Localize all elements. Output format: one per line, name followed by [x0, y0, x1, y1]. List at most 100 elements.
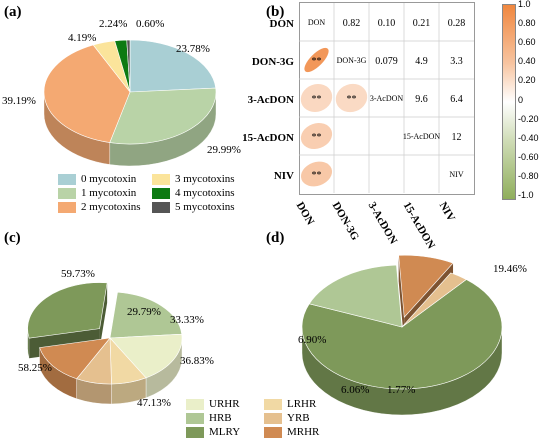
pie-chart-region-c	[27, 282, 183, 405]
legend-item: 1 mycotoxin	[58, 187, 152, 199]
pie-chart-mycotoxin-count	[43, 39, 217, 167]
pie-slice-0-mycotoxin	[129, 39, 217, 93]
legend-swatch	[58, 187, 76, 199]
row-label-niv: NIV	[273, 170, 294, 182]
legend-item: LRHR	[264, 398, 342, 410]
pie-slice-5-mycotoxins	[126, 39, 131, 93]
colorbar-tick-label: 0.60	[518, 37, 536, 48]
pct-label-0-mycotoxin: 23.78%	[176, 43, 210, 55]
legend-item: 4 mycotoxins	[152, 187, 246, 199]
legend-swatch	[58, 173, 76, 185]
legend-item: 3 mycotoxins	[152, 173, 246, 185]
pct-label-d-mrhr: 6.06%	[341, 384, 370, 396]
legend-swatch	[186, 426, 204, 438]
pie-slice-2-mycotoxins	[43, 44, 131, 143]
legend-swatch	[152, 201, 170, 213]
pct-label-hrb: 58.25%	[18, 362, 52, 374]
legend-row: URHR LRHR	[186, 397, 342, 411]
colorbar-tick-label: -0.80	[518, 170, 539, 181]
legend-swatch	[58, 201, 76, 213]
legend-label: YRB	[287, 412, 310, 424]
legend-mycotoxin-count: 0 mycotoxin 3 mycotoxins 1 mycotoxin 4 m…	[58, 172, 246, 214]
panel-label-d: (d)	[266, 230, 285, 246]
pct-label-mrhr: 36.83%	[180, 355, 214, 367]
pie-slice-mlry	[301, 279, 503, 390]
legend-label: 5 mycotoxins	[175, 201, 235, 213]
correlation-matrix-frame	[299, 2, 475, 195]
legend-item: MRHR	[264, 426, 342, 438]
pct-label-3-mycotoxins: 4.19%	[68, 32, 97, 44]
legend-item: MLRY	[186, 426, 264, 438]
legend-label: MRHR	[287, 426, 320, 438]
legend-item: 2 mycotoxins	[58, 201, 152, 213]
pie-slice-hrb	[109, 291, 183, 339]
legend-swatch	[186, 412, 204, 424]
legend-row: HRB YRB	[186, 411, 342, 425]
pct-label-4-mycotoxins: 2.24%	[99, 18, 128, 30]
legend-swatch	[264, 426, 282, 438]
colorbar-tick-label: -0.20	[518, 113, 539, 124]
colorbar-tick-label: 1.0	[518, 0, 531, 9]
legend-label: 2 mycotoxins	[81, 201, 141, 213]
pie-chart-region-d	[301, 254, 503, 416]
pie-side-mlry	[99, 282, 108, 349]
legend-item: HRB	[186, 412, 264, 424]
panel-label-b: (b)	[266, 4, 285, 20]
legend-item: 0 mycotoxin	[58, 173, 152, 185]
pie-slice-mrhr	[398, 254, 454, 318]
legend-label: HRB	[209, 412, 232, 424]
legend-swatch	[152, 187, 170, 199]
row-label-3-acdon: 3-AcDON	[247, 94, 294, 106]
legend-label: URHR	[209, 398, 240, 410]
legend-regions: URHR LRHR HRB YRB MLRY MRHR	[186, 397, 342, 439]
pct-label-d-mlry: 19.46%	[493, 263, 527, 275]
pie-slice-urhr	[109, 333, 183, 379]
pie-slice-hrb	[308, 264, 403, 328]
colorbar-tick-label: -0.40	[518, 132, 539, 143]
legend-item: YRB	[264, 412, 342, 424]
pct-label-5-mycotoxins: 0.60%	[136, 18, 165, 30]
pie-side-mrhr	[398, 255, 405, 344]
pct-label-yrb: 33.33%	[170, 314, 204, 326]
legend-label: LRHR	[287, 398, 317, 410]
colorbar-tick-label: -1.0	[518, 190, 534, 200]
colorbar-tick-label: 0.40	[518, 56, 536, 67]
pct-label-urhr: 47.13%	[137, 397, 171, 409]
pct-label-2-mycotoxins: 39.19%	[2, 95, 36, 107]
legend-label: 0 mycotoxin	[81, 173, 137, 185]
pie-slice-mlry	[27, 282, 108, 339]
colorbar-tick-label: -0.60	[518, 151, 539, 162]
pct-label-d-hrb: 6.90%	[298, 334, 327, 346]
row-label-don: DON	[269, 18, 294, 30]
legend-label: 1 mycotoxin	[81, 187, 137, 199]
col-label-niv: NIV	[436, 200, 458, 224]
legend-row: 1 mycotoxin 4 mycotoxins	[58, 186, 246, 200]
panel-label-c: (c)	[4, 230, 21, 246]
pie-slice-1-mycotoxin	[109, 87, 217, 145]
legend-row: 2 mycotoxins 5 mycotoxins	[58, 200, 246, 214]
legend-item: 5 mycotoxins	[152, 201, 246, 213]
col-label-don: DON	[293, 200, 317, 228]
row-label-don-3g: DON-3G	[251, 56, 294, 68]
pct-label-lrhr: 29.79%	[127, 306, 161, 318]
colorbar-tick-label: 0	[518, 94, 524, 105]
pie-slice-mrhr	[39, 337, 111, 380]
legend-item: URHR	[186, 398, 264, 410]
legend-row: 0 mycotoxin 3 mycotoxins	[58, 172, 246, 186]
pct-label-d-yrb: 1.77%	[387, 384, 416, 396]
legend-swatch	[264, 412, 282, 424]
colorbar	[502, 4, 516, 200]
colorbar-tick-label: 0.80	[518, 18, 536, 29]
pct-label-mlry: 59.73%	[61, 268, 95, 280]
colorbar-tick-label: 0.20	[518, 75, 536, 86]
panel-label-a: (a)	[4, 4, 22, 20]
pct-label-1-mycotoxin: 29.99%	[207, 144, 241, 156]
legend-swatch	[264, 398, 282, 410]
legend-row: MLRY MRHR	[186, 425, 342, 439]
legend-label: MLRY	[209, 426, 241, 438]
legend-swatch	[186, 398, 204, 410]
row-label-15-acdon: 15-AcDON	[242, 132, 294, 144]
legend-label: 4 mycotoxins	[175, 187, 235, 199]
legend-label: 3 mycotoxins	[175, 173, 235, 185]
pie-slice-yrb	[401, 272, 467, 328]
